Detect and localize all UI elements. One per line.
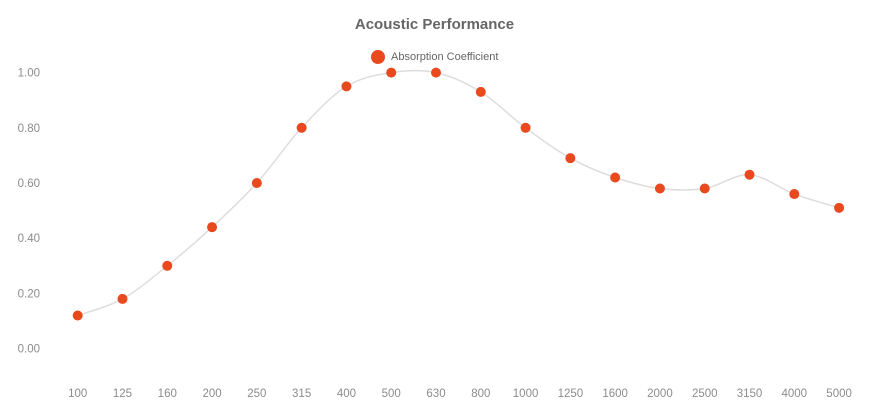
svg-text:1250: 1250 (558, 388, 584, 400)
svg-text:4000: 4000 (782, 388, 808, 400)
svg-text:0.80: 0.80 (18, 123, 40, 135)
svg-text:630: 630 (426, 388, 445, 400)
svg-text:250: 250 (247, 388, 266, 400)
svg-text:400: 400 (337, 388, 356, 400)
svg-text:315: 315 (292, 388, 311, 400)
svg-text:125: 125 (113, 388, 132, 400)
svg-text:0.60: 0.60 (18, 178, 40, 190)
svg-text:1600: 1600 (602, 388, 628, 400)
svg-text:0.40: 0.40 (18, 233, 40, 245)
svg-text:500: 500 (382, 388, 401, 400)
svg-text:2500: 2500 (692, 388, 718, 400)
svg-text:2000: 2000 (647, 388, 673, 400)
svg-text:1.00: 1.00 (18, 68, 40, 80)
svg-text:1000: 1000 (513, 388, 539, 400)
svg-text:800: 800 (471, 388, 490, 400)
svg-text:0.20: 0.20 (18, 288, 40, 300)
svg-text:200: 200 (202, 388, 221, 400)
svg-text:160: 160 (158, 388, 177, 400)
svg-text:100: 100 (68, 388, 87, 400)
svg-text:0.00: 0.00 (18, 344, 40, 356)
svg-text:3150: 3150 (737, 388, 763, 400)
svg-text:5000: 5000 (826, 388, 852, 400)
